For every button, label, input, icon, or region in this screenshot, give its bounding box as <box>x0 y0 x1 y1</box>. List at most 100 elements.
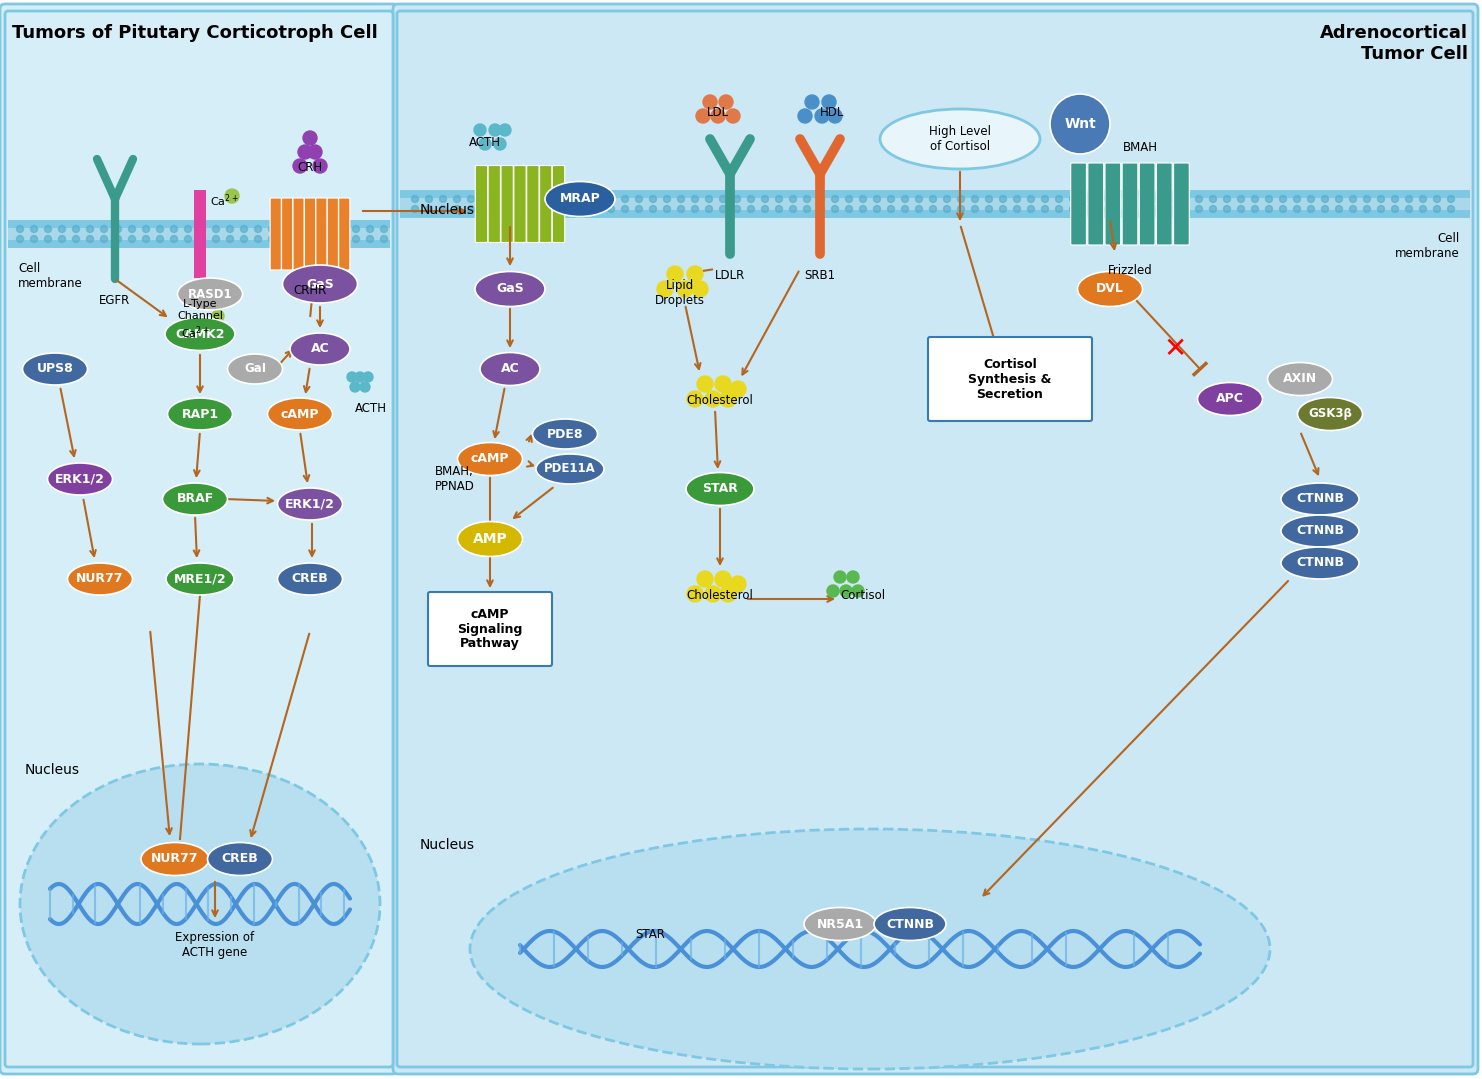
Circle shape <box>677 281 694 297</box>
Circle shape <box>381 235 387 243</box>
Circle shape <box>1251 195 1258 203</box>
FancyBboxPatch shape <box>270 199 282 270</box>
Text: Cortisol: Cortisol <box>840 589 885 602</box>
Circle shape <box>1405 195 1412 203</box>
Circle shape <box>142 226 150 232</box>
Circle shape <box>1433 195 1441 203</box>
Circle shape <box>16 226 24 232</box>
Text: CRH: CRH <box>298 161 323 174</box>
FancyBboxPatch shape <box>514 165 526 243</box>
Circle shape <box>255 226 261 232</box>
Circle shape <box>1350 195 1356 203</box>
Text: UPS8: UPS8 <box>37 363 74 375</box>
Circle shape <box>1224 195 1230 203</box>
Circle shape <box>1448 195 1454 203</box>
Text: Ca$^{2+}$: Ca$^{2+}$ <box>181 324 209 341</box>
Circle shape <box>888 195 895 203</box>
FancyBboxPatch shape <box>1122 163 1138 245</box>
Circle shape <box>523 195 531 203</box>
Circle shape <box>308 145 322 159</box>
Circle shape <box>720 586 737 602</box>
Circle shape <box>888 205 895 213</box>
Ellipse shape <box>22 353 87 385</box>
Text: AMP: AMP <box>473 532 507 546</box>
Circle shape <box>338 235 345 243</box>
Circle shape <box>1112 205 1119 213</box>
Circle shape <box>551 195 559 203</box>
Text: cAMP: cAMP <box>280 408 319 421</box>
Circle shape <box>58 235 65 243</box>
Text: Cell
membrane: Cell membrane <box>18 262 83 290</box>
Circle shape <box>831 195 839 203</box>
Text: MRAP: MRAP <box>560 192 600 205</box>
FancyBboxPatch shape <box>316 199 328 270</box>
Ellipse shape <box>880 109 1040 169</box>
Circle shape <box>338 226 345 232</box>
Circle shape <box>688 391 702 407</box>
Ellipse shape <box>1280 547 1359 579</box>
FancyBboxPatch shape <box>526 165 539 243</box>
Text: CTNNB: CTNNB <box>1295 524 1344 537</box>
Text: BRAF: BRAF <box>176 492 213 505</box>
Circle shape <box>818 205 824 213</box>
Text: ERK1/2: ERK1/2 <box>55 473 105 486</box>
Circle shape <box>719 195 726 203</box>
Circle shape <box>453 195 461 203</box>
Ellipse shape <box>536 454 605 484</box>
Circle shape <box>381 226 387 232</box>
Circle shape <box>44 235 52 243</box>
Ellipse shape <box>1298 397 1362 431</box>
Circle shape <box>677 205 685 213</box>
Circle shape <box>296 226 304 232</box>
Circle shape <box>636 205 643 213</box>
Circle shape <box>184 235 191 243</box>
Circle shape <box>1237 195 1245 203</box>
Circle shape <box>412 195 418 203</box>
Circle shape <box>649 205 657 213</box>
Circle shape <box>353 226 360 232</box>
Circle shape <box>790 195 796 203</box>
Circle shape <box>283 226 289 232</box>
Circle shape <box>1279 195 1286 203</box>
Text: AXIN: AXIN <box>1283 372 1317 385</box>
Circle shape <box>697 375 713 392</box>
Circle shape <box>1251 205 1258 213</box>
Circle shape <box>1392 205 1399 213</box>
Text: ACTH: ACTH <box>356 402 387 415</box>
Circle shape <box>1055 195 1063 203</box>
Text: Wnt: Wnt <box>1064 117 1095 131</box>
Text: BMAH: BMAH <box>1122 141 1157 154</box>
Circle shape <box>805 95 820 109</box>
Circle shape <box>325 235 332 243</box>
Circle shape <box>1294 195 1301 203</box>
Circle shape <box>495 205 502 213</box>
Ellipse shape <box>458 442 523 476</box>
Text: CAMK2: CAMK2 <box>175 328 225 341</box>
Circle shape <box>944 195 950 203</box>
Circle shape <box>593 205 600 213</box>
Circle shape <box>474 124 486 136</box>
Circle shape <box>86 226 93 232</box>
FancyBboxPatch shape <box>553 165 565 243</box>
Circle shape <box>1279 205 1286 213</box>
Circle shape <box>797 109 812 123</box>
Ellipse shape <box>480 353 539 385</box>
Circle shape <box>986 195 993 203</box>
Circle shape <box>649 195 657 203</box>
Bar <box>400 190 1470 218</box>
Circle shape <box>873 205 880 213</box>
Circle shape <box>664 205 670 213</box>
Circle shape <box>1377 205 1384 213</box>
FancyBboxPatch shape <box>428 592 551 666</box>
Circle shape <box>453 205 461 213</box>
FancyBboxPatch shape <box>1156 163 1172 245</box>
Ellipse shape <box>19 764 379 1044</box>
Circle shape <box>1055 205 1063 213</box>
Circle shape <box>677 195 685 203</box>
Circle shape <box>566 205 572 213</box>
Circle shape <box>828 109 842 123</box>
Circle shape <box>929 195 937 203</box>
Circle shape <box>255 235 261 243</box>
FancyBboxPatch shape <box>304 199 316 270</box>
Circle shape <box>184 226 191 232</box>
